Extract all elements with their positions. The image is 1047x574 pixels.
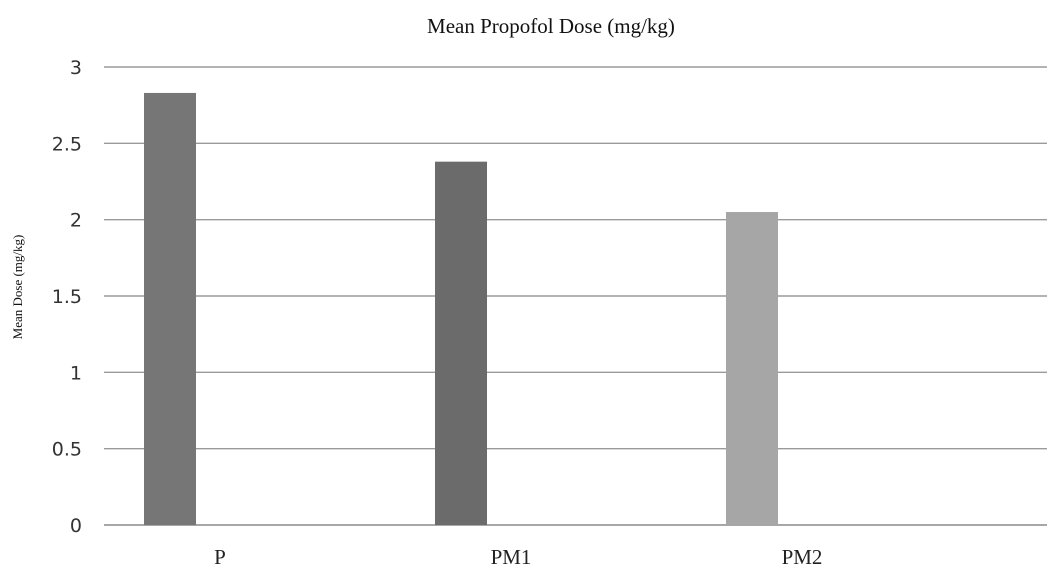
x-tick-label-pm2: PM2 <box>782 545 823 569</box>
bar-pm2 <box>726 212 778 526</box>
bar-p <box>144 92 196 525</box>
y-tick-label: 1 <box>70 362 82 384</box>
y-tick-label: 0.5 <box>52 439 82 461</box>
x-tick-label-pm1: PM1 <box>491 545 532 569</box>
x-axis-categories: P PM1 PM2 <box>214 545 822 569</box>
y-tick-label: 2 <box>70 210 82 232</box>
bars <box>144 92 778 526</box>
x-tick-label-p: P <box>214 545 226 569</box>
y-tick-label: 3 <box>70 57 82 79</box>
y-axis-ticks: 0 0.5 1 1.5 2 2.5 3 <box>52 57 82 537</box>
chart-title: Mean Propofol Dose (mg/kg) <box>427 14 675 38</box>
y-tick-label: 0 <box>70 515 82 537</box>
y-tick-label: 2.5 <box>52 133 82 155</box>
y-axis-label: Mean Dose (mg/kg) <box>10 235 25 340</box>
y-tick-label: 1.5 <box>52 286 82 308</box>
bar-pm1 <box>435 161 487 526</box>
gridlines <box>104 66 1047 526</box>
